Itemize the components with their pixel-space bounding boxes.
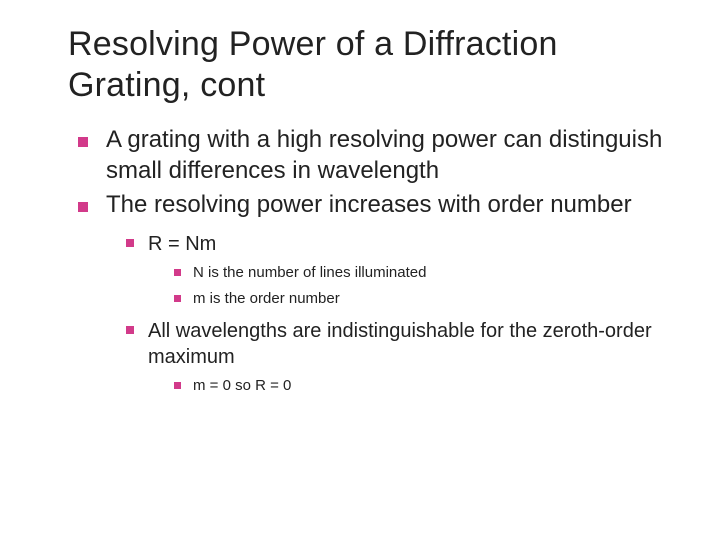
bullet-text: A grating with a high resolving power ca… bbox=[106, 125, 680, 186]
list-item: The resolving power increases with order… bbox=[78, 190, 680, 221]
list-item: m = 0 so R = 0 bbox=[174, 376, 680, 396]
list-item: All wavelengths are indistinguishable fo… bbox=[126, 318, 680, 370]
bullet-icon bbox=[78, 202, 88, 212]
list-item: A grating with a high resolving power ca… bbox=[78, 125, 680, 186]
list-item: m is the order number bbox=[174, 289, 680, 309]
bullet-text: R = Nm bbox=[148, 231, 216, 257]
slide-title: Resolving Power of a Diffraction Grating… bbox=[68, 24, 680, 107]
bullet-icon bbox=[126, 239, 134, 247]
bullet-list: A grating with a high resolving power ca… bbox=[68, 125, 680, 396]
bullet-text: All wavelengths are indistinguishable fo… bbox=[148, 318, 680, 370]
slide: Resolving Power of a Diffraction Grating… bbox=[0, 0, 720, 540]
list-item: N is the number of lines illuminated bbox=[174, 263, 680, 283]
bullet-text: m is the order number bbox=[193, 289, 340, 309]
bullet-text: N is the number of lines illuminated bbox=[193, 263, 426, 283]
bullet-text: m = 0 so R = 0 bbox=[193, 376, 291, 396]
bullet-icon bbox=[174, 382, 181, 389]
bullet-icon bbox=[126, 326, 134, 334]
bullet-icon bbox=[174, 269, 181, 276]
list-item: R = Nm bbox=[126, 231, 680, 257]
bullet-icon bbox=[78, 137, 88, 147]
bullet-text: The resolving power increases with order… bbox=[106, 190, 632, 221]
bullet-icon bbox=[174, 295, 181, 302]
